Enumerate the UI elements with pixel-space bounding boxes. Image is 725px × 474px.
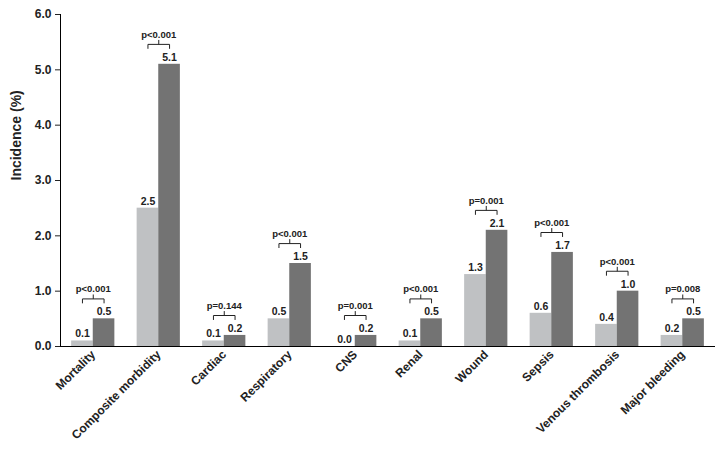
svg-text:0.6: 0.6 [534,300,549,312]
svg-text:0.1: 0.1 [75,327,90,339]
svg-text:5.1: 5.1 [162,51,177,63]
svg-text:0.5: 0.5 [686,305,701,317]
svg-text:Sepsis: Sepsis [519,347,556,384]
svg-text:p=0.001: p=0.001 [469,195,505,206]
svg-text:0.0: 0.0 [35,339,52,353]
svg-text:Composite morbidity: Composite morbidity [69,347,164,442]
svg-text:p<0.001: p<0.001 [534,217,570,228]
svg-text:0.1: 0.1 [206,327,221,339]
svg-text:Renal: Renal [393,347,426,380]
svg-text:0.4: 0.4 [599,311,614,323]
svg-text:0.5: 0.5 [272,305,287,317]
svg-text:0.1: 0.1 [403,327,418,339]
svg-text:3.0: 3.0 [35,173,52,187]
svg-text:Venous thrombosis: Venous thrombosis [533,347,622,436]
svg-text:2.5: 2.5 [141,195,156,207]
svg-text:0.0: 0.0 [337,333,352,345]
svg-text:Cardiac: Cardiac [188,347,229,388]
svg-text:1.3: 1.3 [468,261,483,273]
svg-text:6.0: 6.0 [35,7,52,21]
svg-text:0.5: 0.5 [424,305,439,317]
svg-text:Respiratory: Respiratory [238,347,295,404]
svg-text:1.5: 1.5 [293,250,308,262]
svg-text:p<0.001: p<0.001 [403,283,439,294]
svg-text:0.5: 0.5 [97,305,112,317]
svg-text:Incidence (%): Incidence (%) [8,90,24,180]
svg-text:p<0.001: p<0.001 [141,29,177,40]
svg-text:Mortality: Mortality [53,347,98,392]
svg-text:p<0.001: p<0.001 [76,283,112,294]
svg-text:0.2: 0.2 [665,322,680,334]
svg-text:1.7: 1.7 [555,239,570,251]
svg-text:p=0.001: p=0.001 [338,300,374,311]
svg-text:2.0: 2.0 [35,229,52,243]
svg-text:1.0: 1.0 [35,284,52,298]
svg-text:2.1: 2.1 [490,217,505,229]
svg-text:Wound: Wound [453,347,491,385]
svg-text:p<0.001: p<0.001 [272,228,308,239]
svg-text:1.0: 1.0 [621,278,636,290]
svg-text:Major bleeding: Major bleeding [618,347,688,417]
svg-text:CNS: CNS [332,347,360,375]
svg-text:0.2: 0.2 [359,322,374,334]
svg-text:5.0: 5.0 [35,63,52,77]
svg-text:p<0.001: p<0.001 [600,256,636,267]
svg-text:4.0: 4.0 [35,118,52,132]
svg-text:p=0.144: p=0.144 [207,300,243,311]
svg-text:p=0.008: p=0.008 [665,283,700,294]
svg-text:0.2: 0.2 [228,322,243,334]
